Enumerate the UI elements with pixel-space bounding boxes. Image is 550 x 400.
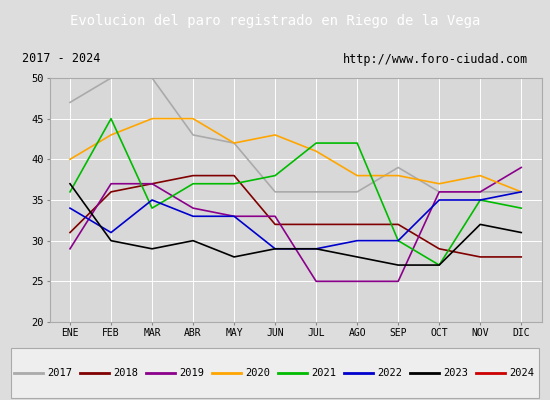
Text: Evolucion del paro registrado en Riego de la Vega: Evolucion del paro registrado en Riego d… — [70, 14, 480, 28]
Text: 2024: 2024 — [509, 368, 534, 378]
Text: 2020: 2020 — [245, 368, 270, 378]
Text: 2021: 2021 — [311, 368, 336, 378]
Text: 2017: 2017 — [47, 368, 72, 378]
Text: 2022: 2022 — [377, 368, 402, 378]
Text: http://www.foro-ciudad.com: http://www.foro-ciudad.com — [343, 52, 529, 66]
Text: 2019: 2019 — [179, 368, 204, 378]
Text: 2017 - 2024: 2017 - 2024 — [21, 52, 100, 66]
FancyBboxPatch shape — [11, 348, 539, 398]
Text: 2023: 2023 — [443, 368, 468, 378]
Text: 2018: 2018 — [113, 368, 138, 378]
